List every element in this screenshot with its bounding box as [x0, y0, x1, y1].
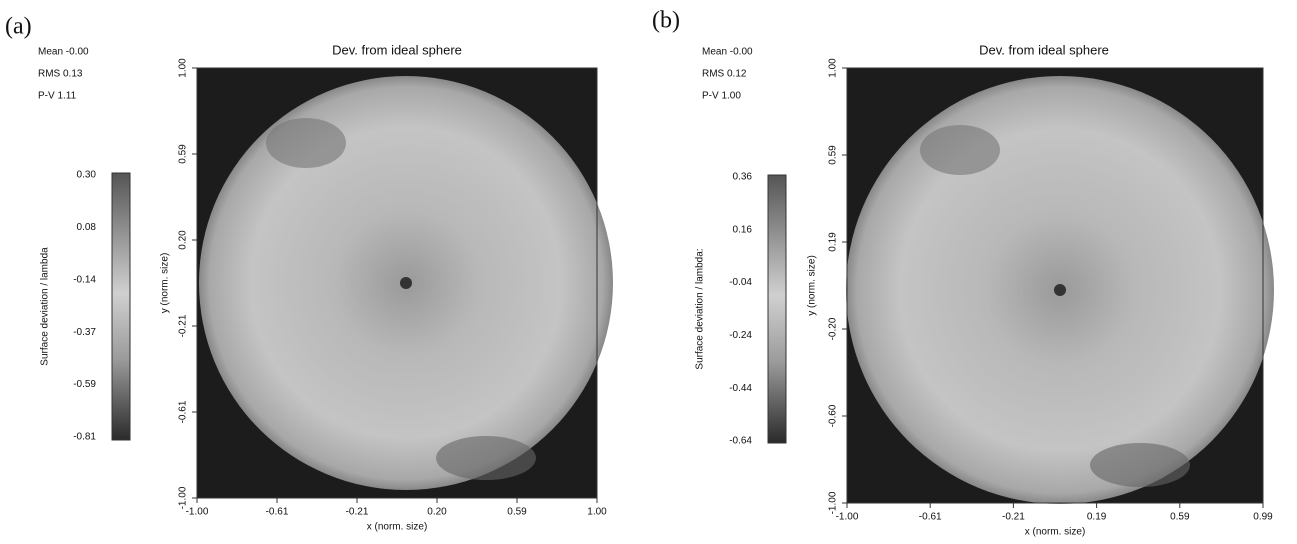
surface-feature [266, 118, 346, 168]
x-tick-label: -0.61 [266, 507, 289, 518]
y-tick-label: -1.00 [828, 491, 839, 514]
x-axis-label: x (norm. size) [367, 522, 428, 533]
colorbar-tick-label: -0.81 [73, 432, 96, 443]
x-tick-label: -0.61 [919, 512, 942, 523]
y-tick-label: 0.19 [828, 232, 839, 252]
x-tick-label: -1.00 [186, 507, 209, 518]
colorbar [767, 174, 787, 444]
stat: RMS 0.12 [702, 69, 747, 80]
stat: P-V 1.00 [702, 91, 741, 102]
x-tick-label: 1.00 [587, 507, 607, 518]
surface-feature [920, 125, 1000, 175]
y-tick-label: 0.59 [828, 145, 839, 165]
colorbar-tick-label: -0.37 [73, 327, 96, 338]
colorbar-label: Surface deviation / lambda: [695, 248, 706, 369]
colorbar-tick-label: -0.44 [729, 383, 752, 394]
x-tick-label: 0.19 [1087, 512, 1107, 523]
x-tick-label: 0.20 [427, 507, 447, 518]
surface-feature [400, 277, 412, 289]
y-tick-label: -0.60 [828, 404, 839, 427]
y-tick-label: -0.20 [828, 317, 839, 340]
colorbar-tick-label: 0.30 [77, 170, 97, 181]
surface-feature [1090, 443, 1190, 487]
stat: Mean -0.00 [702, 47, 753, 58]
x-tick-label: -0.21 [1002, 512, 1025, 523]
x-tick-label: 0.59 [1170, 512, 1190, 523]
plot-title: Dev. from ideal sphere [332, 42, 462, 57]
plot-frame [846, 67, 1264, 504]
surface-feature [1054, 284, 1066, 296]
plot-title: Dev. from ideal sphere [979, 42, 1109, 57]
colorbar-tick-label: 0.08 [77, 222, 97, 233]
colorbar-tick-label: -0.14 [73, 274, 96, 285]
panel-label: (b) [652, 8, 680, 34]
x-tick-label: 0.59 [507, 507, 527, 518]
colorbar-tick-label: -0.59 [73, 379, 96, 390]
colorbar-label: Surface deviation / lambda [40, 247, 51, 366]
y-axis-label: y (norm. size) [807, 255, 818, 316]
stat: P-V 1.11 [38, 91, 77, 102]
y-tick-label: -1.00 [178, 486, 189, 509]
surface-feature [436, 436, 536, 480]
y-tick-label: -0.61 [178, 400, 189, 423]
panel-label: (a) [5, 14, 32, 40]
x-tick-label: -0.21 [346, 507, 369, 518]
y-axis-label: y (norm. size) [160, 253, 171, 314]
stat: RMS 0.13 [38, 69, 83, 80]
y-tick-label: 1.00 [828, 58, 839, 78]
x-axis-label: x (norm. size) [1025, 527, 1086, 538]
y-tick-label: 0.20 [178, 230, 189, 250]
y-tick-label: 0.59 [178, 144, 189, 164]
y-tick-label: -0.21 [178, 314, 189, 337]
colorbar-tick-label: -0.04 [729, 277, 752, 288]
colorbar [111, 172, 131, 441]
plot-frame [196, 67, 598, 499]
colorbar-tick-label: 0.16 [733, 224, 753, 235]
colorbar-tick-label: -0.64 [729, 436, 752, 447]
colorbar-tick-label: 0.36 [733, 172, 753, 183]
stat: Mean -0.00 [38, 47, 89, 58]
x-tick-label: 0.99 [1253, 512, 1273, 523]
colorbar-tick-label: -0.24 [729, 330, 752, 341]
x-tick-label: -1.00 [836, 512, 859, 523]
y-tick-label: 1.00 [178, 58, 189, 78]
